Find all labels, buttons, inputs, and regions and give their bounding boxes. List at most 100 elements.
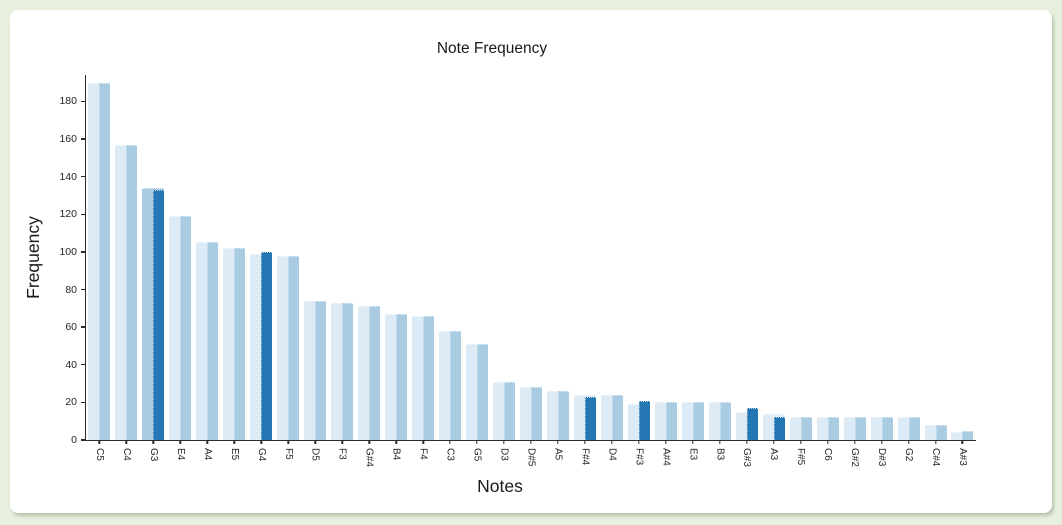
bar-group-C5: C5 — [86, 75, 113, 461]
bar-pair — [519, 75, 542, 440]
bar-overlay-A3-highlighted — [773, 417, 785, 440]
bar-overlay-F4 — [423, 315, 435, 440]
bar-group-F5: F5 — [275, 75, 302, 460]
bar-group-G#3: G#3 — [733, 75, 760, 467]
bar-group-G5: G5 — [464, 75, 491, 461]
x-tick-label-G3: G3 — [147, 448, 159, 462]
bar-pair — [466, 75, 489, 440]
x-tick — [233, 440, 236, 444]
bar-pair — [897, 75, 920, 440]
bar-overlay-F3 — [342, 302, 354, 440]
bar-pair — [412, 75, 435, 440]
x-tick — [476, 440, 478, 444]
x-tick-label-E4: E4 — [174, 448, 186, 461]
x-tick-label-A#4: A#4 — [660, 448, 672, 466]
x-tick — [746, 440, 748, 444]
bar-group-A4: A4 — [194, 75, 221, 460]
bar-group-E5: E5 — [221, 75, 248, 460]
y-tick-label: 100 — [59, 245, 77, 258]
x-tick-label-G#3: G#3 — [741, 448, 753, 467]
x-tick — [314, 440, 316, 444]
bar-overlay-G#2 — [854, 417, 866, 440]
bar-pair — [789, 75, 812, 440]
x-tick — [638, 440, 640, 444]
bar-group-A5: A5 — [544, 75, 571, 460]
bar-overlay-F#3-highlighted — [638, 400, 650, 440]
y-tick — [81, 288, 86, 291]
bar-group-F4: F4 — [410, 75, 437, 460]
chart-title: Note Frequency — [436, 40, 548, 57]
bar-overlay-G3-highlighted — [153, 189, 165, 440]
x-tick — [125, 440, 128, 444]
bar-overlay-C4 — [126, 144, 138, 440]
y-tick-label: 140 — [59, 170, 77, 183]
y-tick — [81, 100, 86, 103]
y-axis-label-wrap: Frequency — [22, 75, 44, 440]
x-tick — [503, 440, 505, 444]
x-tick — [584, 440, 586, 444]
bar-pair — [627, 75, 650, 440]
bar-group-A#3: A#3 — [949, 75, 976, 466]
x-tick — [853, 440, 856, 444]
bar-overlay-D#3 — [881, 417, 893, 440]
x-tick — [395, 440, 397, 444]
bar-pair — [169, 75, 192, 440]
x-tick-label-A3: A3 — [768, 448, 780, 461]
bar-pair — [358, 75, 381, 440]
bar-group-E4: E4 — [167, 75, 194, 460]
x-tick-label-D#5: D#5 — [525, 448, 537, 467]
x-tick-label-G#2: G#2 — [849, 448, 861, 467]
x-tick-label-F#4: F#4 — [579, 448, 591, 466]
bar-overlay-G5 — [477, 344, 489, 440]
x-tick — [449, 440, 451, 444]
x-tick — [557, 440, 559, 444]
bar-overlay-C#4 — [935, 424, 947, 440]
bar-group-F3: F3 — [329, 75, 356, 460]
bar-group-D3: D3 — [491, 75, 518, 461]
bar-pair — [654, 75, 677, 440]
x-tick — [799, 440, 802, 444]
bar-pair — [681, 75, 704, 440]
x-tick — [773, 440, 775, 444]
bar-group-G3: G3 — [140, 75, 167, 461]
bar-pair — [196, 75, 219, 440]
chart-panel: Note Frequency Frequency C5 C4 G3 E4 A4 E5 G4 F… — [10, 10, 1052, 513]
bar-group-B4: B4 — [383, 75, 410, 460]
x-tick — [206, 440, 209, 444]
bar-pair — [331, 75, 354, 440]
x-tick — [961, 440, 964, 444]
x-tick — [665, 440, 667, 444]
bar-overlay-E4 — [180, 216, 192, 440]
x-tick-label-F5: F5 — [282, 448, 294, 460]
bar-group-B3: B3 — [706, 75, 733, 460]
x-tick-label-G#4: G#4 — [363, 448, 375, 467]
x-tick-label-E5: E5 — [228, 448, 240, 461]
y-tick — [81, 326, 86, 328]
x-tick — [826, 440, 829, 444]
y-tick-label: 120 — [59, 208, 77, 221]
bar-overlay-G#3-highlighted — [746, 408, 758, 440]
bar-overlay-F#4-highlighted — [584, 396, 596, 440]
bar-pair — [951, 75, 974, 440]
x-tick — [179, 440, 182, 444]
x-tick-label-B3: B3 — [714, 448, 726, 461]
x-tick-label-C3: C3 — [444, 448, 456, 461]
x-tick-label-C4: C4 — [120, 448, 132, 461]
x-tick — [880, 440, 883, 444]
x-tick — [530, 440, 532, 444]
bar-group-A#4: A#4 — [652, 75, 679, 466]
bar-overlay-A4 — [207, 242, 219, 440]
x-tick — [934, 440, 937, 444]
y-tick — [81, 175, 86, 178]
y-tick-label: 160 — [59, 132, 77, 145]
x-tick-label-D4: D4 — [606, 448, 618, 461]
bar-overlay-D4 — [611, 394, 623, 440]
x-tick — [422, 440, 424, 444]
x-tick — [341, 440, 343, 444]
bar-overlay-F5 — [288, 255, 300, 440]
y-tick — [81, 401, 86, 404]
bar-group-G2: G2 — [895, 75, 922, 461]
x-tick — [611, 440, 613, 444]
bar-group-G4: G4 — [248, 75, 275, 461]
y-tick-label: 40 — [65, 358, 77, 371]
